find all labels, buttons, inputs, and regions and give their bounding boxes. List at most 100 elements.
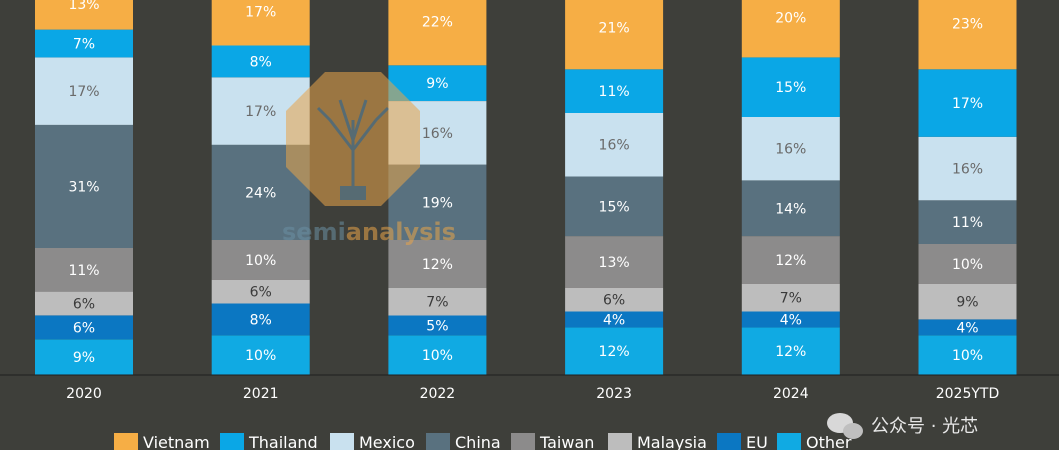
legend-swatch-malaysia [608,433,632,450]
wechat-tag: 公众号 · 光芯 [827,413,978,439]
bar-segment-malaysia-2021 [211,279,310,304]
bar-segment-other-2021 [211,335,310,375]
bars-layer: 9% 6% 6% 11% 31% 17% 7% 13% 10% 8% 6% 10% 24% 17% 8% 17… [35,0,1017,375]
bar-segment-taiwan-2025ytd [918,244,1017,284]
data-label-vietnam-2025ytd: 23% [952,17,983,33]
bar-segment-other-2022 [388,335,487,375]
data-label-mexico-2021: 17% [245,104,276,120]
data-label-china-2020: 31% [68,179,99,195]
legend-label-mexico: Mexico [359,433,415,450]
legend-swatch-vietnam [114,433,138,450]
bar-segment-taiwan-2023 [565,236,664,288]
data-label-thailand-2021: 8% [250,54,272,70]
data-label-taiwan-2024: 12% [775,253,806,269]
legend-label-eu: EU [746,433,768,450]
category-labels: 2020 2021 2022 2023 2024 2025YTD [66,386,999,402]
data-label-thailand-2024: 15% [775,80,806,96]
data-label-taiwan-2025ytd: 10% [952,257,983,273]
legend-swatch-china [426,433,450,450]
data-label-mexico-2024: 16% [775,142,806,158]
legend-label-other: Other [806,433,852,450]
legend-swatch-eu [717,433,741,450]
legend-swatch-thailand [220,433,244,450]
data-label-taiwan-2020: 11% [68,263,99,279]
data-label-malaysia-2022: 7% [426,295,448,311]
bar-segment-mexico-2024 [741,116,840,181]
bar-segment-china-2025ytd [918,200,1017,244]
x-tick-label-2022: 2022 [420,386,456,402]
data-label-eu-2025ytd: 4% [956,320,978,336]
data-label-other-2024: 12% [775,344,806,360]
bar-segment-thailand-2024 [741,57,840,117]
bar-segment-malaysia-2020 [35,291,133,316]
x-tick-label-2025ytd: 2025YTD [936,386,1000,402]
bar-segment-malaysia-2024 [741,283,840,312]
data-label-thailand-2020: 7% [73,37,95,53]
bar-segment-other-2025ytd [918,335,1017,375]
bar-segment-china-2023 [565,176,664,237]
data-label-eu-2024: 4% [780,312,802,328]
data-label-eu-2022: 5% [426,318,448,334]
legend-label-vietnam: Vietnam [143,433,210,450]
bar-segment-china-2024 [741,180,840,237]
data-label-china-2025ytd: 11% [952,215,983,231]
data-label-vietnam-2021: 17% [245,5,276,21]
bar-segment-thailand-2022 [388,65,487,101]
data-label-mexico-2025ytd: 16% [952,162,983,178]
watermark-text-suffix: analysis [346,218,456,246]
bar-segment-vietnam-2020 [35,0,133,30]
bar-segment-thailand-2021 [211,45,310,78]
bar-segment-thailand-2025ytd [918,69,1017,137]
bar-segment-eu-2024 [741,311,840,328]
data-label-thailand-2025ytd: 17% [952,96,983,112]
x-tick-label-2021: 2021 [243,386,279,402]
data-label-eu-2023: 4% [603,312,625,328]
bar-segment-malaysia-2023 [565,287,664,312]
bar-segment-china-2020 [35,124,133,248]
data-label-malaysia-2024: 7% [780,291,802,307]
x-tick-label-2023: 2023 [596,386,632,402]
data-label-other-2020: 9% [73,350,95,366]
data-label-mexico-2022: 16% [422,126,453,142]
data-label-malaysia-2023: 6% [603,293,625,309]
data-label-eu-2020: 6% [73,320,95,336]
data-label-eu-2021: 8% [250,312,272,328]
x-tick-label-2024: 2024 [773,386,809,402]
bar-segment-other-2020 [35,339,133,375]
data-label-vietnam-2022: 22% [422,15,453,31]
data-label-other-2025ytd: 10% [952,348,983,364]
bar-segment-thailand-2023 [565,69,664,113]
bar-segment-mexico-2020 [35,57,133,125]
data-label-china-2021: 24% [245,185,276,201]
bar-segment-vietnam-2024 [741,0,840,58]
legend-label-malaysia: Malaysia [637,433,707,450]
data-label-thailand-2023: 11% [599,84,630,100]
bar-segment-taiwan-2020 [35,248,133,292]
bar-segment-eu-2023 [565,311,664,328]
data-label-vietnam-2020: 13% [68,0,99,13]
legend: Vietnam Thailand Mexico China Taiwan Malaysia… [114,433,852,450]
legend-label-china: China [455,433,501,450]
bar-segment-eu-2025ytd [918,319,1017,336]
data-label-china-2024: 14% [775,201,806,217]
svg-text:semianalysis: semianalysis [282,218,456,246]
legend-swatch-mexico [330,433,354,450]
data-label-vietnam-2024: 20% [775,11,806,27]
bar-segment-vietnam-2022 [388,0,487,66]
legend-label-thailand: Thailand [248,433,318,450]
bar-segment-taiwan-2022 [388,240,487,288]
data-label-other-2021: 10% [245,348,276,364]
bar-segment-eu-2021 [211,303,310,336]
bar-segment-eu-2020 [35,315,133,340]
watermark-text-prefix: semi [282,218,346,246]
bar-segment-taiwan-2024 [741,236,840,284]
bar-segment-other-2024 [741,327,840,375]
data-label-vietnam-2023: 21% [599,21,630,37]
data-label-malaysia-2025ytd: 9% [956,295,978,311]
data-label-china-2023: 15% [599,199,630,215]
semianalysis-watermark: semianalysis [282,72,456,246]
bar-segment-thailand-2020 [35,29,133,58]
data-label-taiwan-2023: 13% [599,255,630,271]
